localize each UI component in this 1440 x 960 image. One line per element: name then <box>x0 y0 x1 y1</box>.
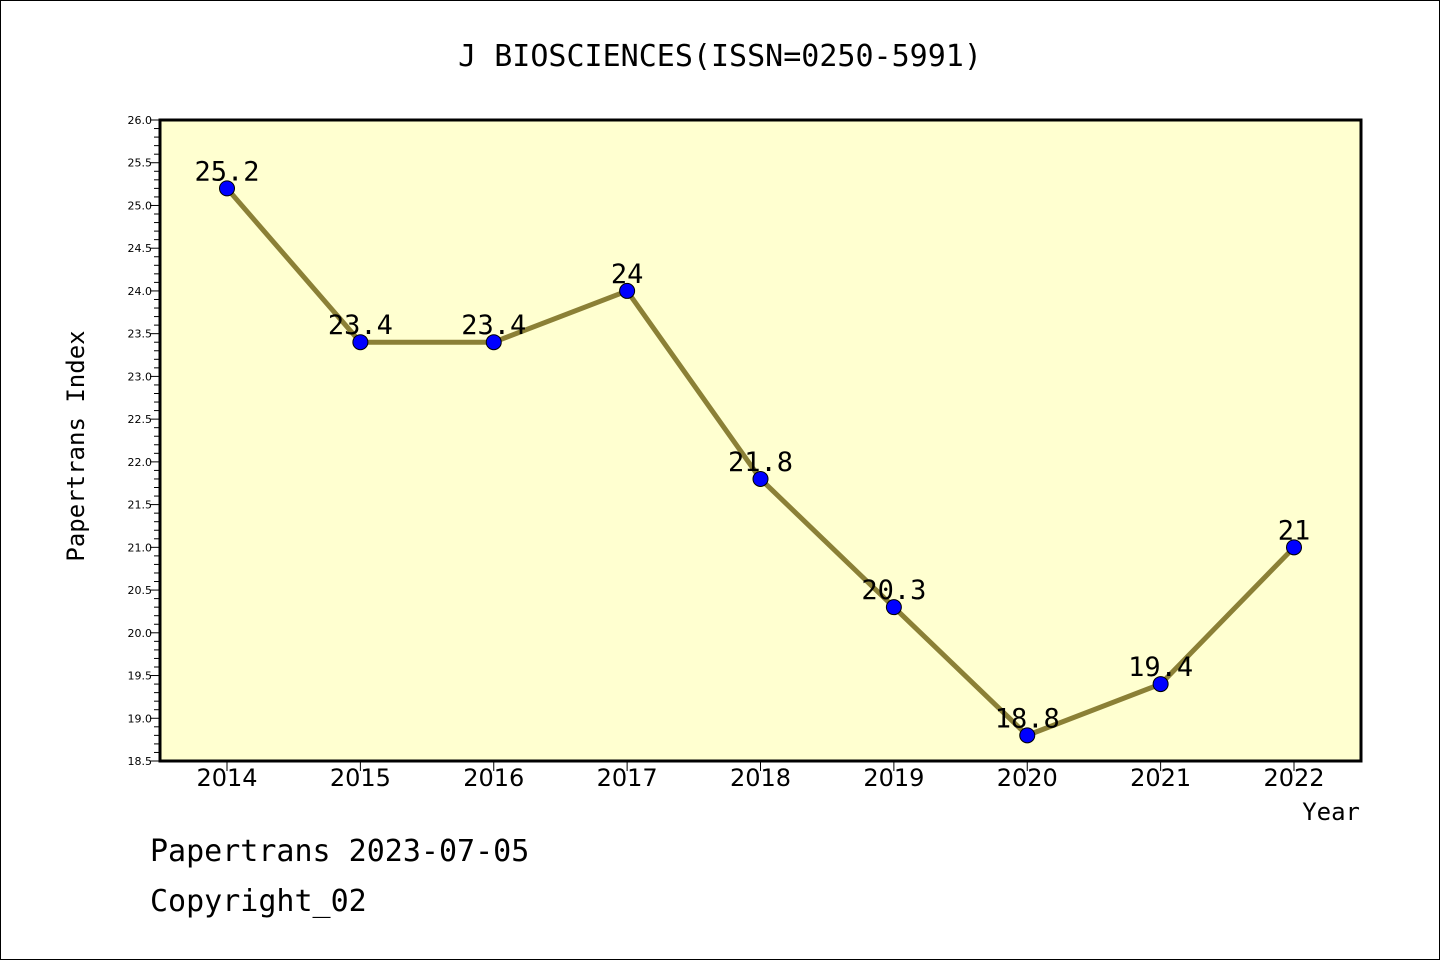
y-tick-label: 18.5 <box>128 755 153 768</box>
data-label: 21.8 <box>728 447 793 478</box>
data-point <box>1152 676 1169 693</box>
y-tick-label: 26.0 <box>128 114 153 127</box>
y-axis-title: Papertrans Index <box>62 330 90 561</box>
x-axis: 2014 2015 2016 2017 2018 2019 2020 2021 2022 <box>196 761 1325 792</box>
y-tick-label: 24.0 <box>128 285 153 298</box>
data-label: 19.4 <box>1128 652 1193 683</box>
y-tick-label: 25.5 <box>128 157 153 170</box>
x-tick-label: 2016 <box>463 764 524 792</box>
y-tick-label: 22.5 <box>128 413 153 426</box>
data-label: 25.2 <box>194 156 259 187</box>
y-tick-label: 21.0 <box>128 541 153 554</box>
data-point <box>619 282 636 299</box>
data-label: 23.4 <box>461 310 526 341</box>
data-point <box>219 180 235 197</box>
data-point <box>752 470 769 487</box>
y-axis: 18.5 19.0 19.5 20.0 20.5 21.0 21.5 22.0 22.5 23.0… <box>128 114 160 768</box>
x-tick-label: 2020 <box>997 764 1058 792</box>
x-axis-title: Year <box>1302 798 1360 826</box>
data-label: 23.4 <box>328 310 393 341</box>
y-tick-label: 19.5 <box>128 670 153 683</box>
y-tick-label: 25.0 <box>128 199 153 212</box>
footer-date: Papertrans 2023-07-05 <box>150 834 530 869</box>
footer-copyright: Copyright_02 <box>150 884 367 919</box>
x-tick-label: 2017 <box>597 764 658 792</box>
y-tick-label: 20.5 <box>128 584 153 597</box>
x-tick-label: 2022 <box>1263 764 1324 792</box>
data-label: 18.8 <box>995 703 1060 734</box>
x-tick-label: 2019 <box>863 764 924 792</box>
data-point <box>1019 727 1036 744</box>
y-tick-label: 23.0 <box>128 370 153 383</box>
plot-area <box>158 118 1363 763</box>
data-label: 24 <box>611 259 644 290</box>
data-labels: 25.2 23.4 23.4 24 21.8 20.3 18.8 19.4 21 <box>194 156 1310 734</box>
data-point <box>885 599 902 616</box>
data-point <box>1286 539 1302 556</box>
data-point <box>352 334 369 351</box>
data-label: 21 <box>1278 515 1311 546</box>
chart-title: J BIOSCIENCES(ISSN=0250-5991) <box>458 39 982 74</box>
x-tick-label: 2021 <box>1130 764 1191 792</box>
y-tick-label: 22.0 <box>128 456 153 469</box>
y-tick-label: 20.0 <box>128 627 153 640</box>
x-tick-label: 2015 <box>330 764 391 792</box>
y-tick-label: 19.0 <box>128 712 153 725</box>
x-tick-label: 2018 <box>730 764 791 792</box>
data-label: 20.3 <box>861 575 926 606</box>
y-tick-label: 24.5 <box>128 242 153 255</box>
y-tick-label: 23.5 <box>128 328 153 341</box>
y-tick-label: 21.5 <box>128 499 153 512</box>
data-point <box>485 334 502 351</box>
x-tick-label: 2014 <box>196 764 257 792</box>
data-markers <box>219 180 1302 744</box>
